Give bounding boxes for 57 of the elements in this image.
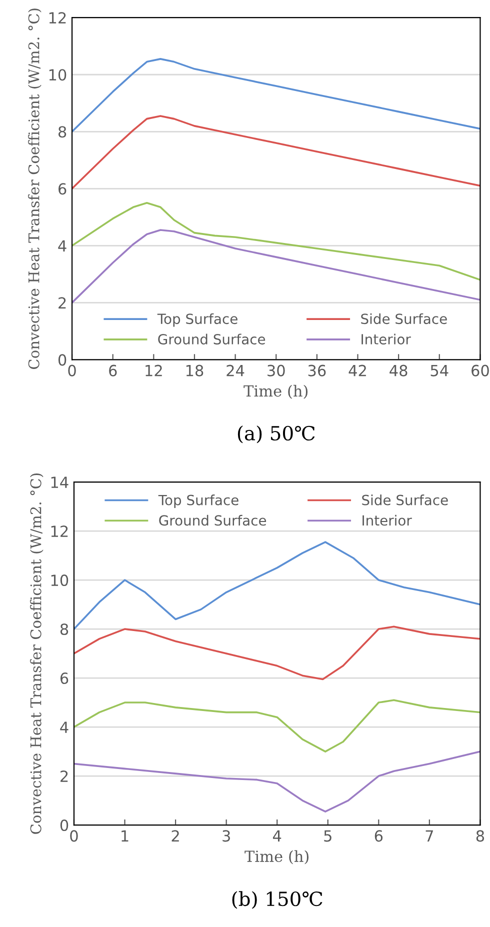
y-tick-label: 12 (51, 526, 68, 537)
legend-label: Interior (362, 334, 411, 344)
legend-label: Side Surface (361, 313, 447, 324)
y-tick-label: 6 (58, 183, 66, 195)
x-tick-label: 5 (324, 830, 332, 842)
x-tick-label: 48 (390, 364, 408, 376)
legend-label: Ground Surface (159, 514, 266, 526)
x-tick-label: 8 (476, 830, 484, 842)
y-tick-label: 2 (60, 770, 68, 782)
x-tick-label: 6 (374, 830, 383, 842)
y-axis-title: Convective Heat Transfer Coefficient (W/m2. °C) (28, 8, 42, 369)
line-series (72, 202, 480, 281)
x-tick-label: 18 (186, 364, 204, 376)
y-tick-label: 10 (49, 69, 66, 81)
x-axis-title: Time (h) (244, 850, 308, 864)
x-tick-label: 30 (268, 364, 285, 376)
legend-label: Top Surface (157, 313, 238, 327)
y-tick-label: 0 (58, 354, 66, 366)
y-tick-label: 4 (60, 722, 68, 733)
line-series (72, 115, 480, 190)
y-tick-label: 12 (49, 12, 66, 24)
x-tick-label: 2 (172, 830, 179, 842)
x-tick-label: 7 (426, 830, 433, 842)
y-tick-label: 10 (51, 574, 68, 586)
legend-label: Side Surface (362, 494, 448, 506)
legend-label: Top Surface (158, 494, 238, 508)
y-tick-label: 2 (58, 297, 66, 308)
y-tick-label: 4 (58, 240, 66, 252)
y-tick-label: 6 (60, 672, 68, 684)
y-tick-label: 8 (58, 126, 66, 138)
line-series (74, 750, 480, 812)
x-tick-label: 60 (472, 364, 489, 376)
text: (a) 50℃ (238, 426, 315, 444)
x-tick-label: 12 (146, 364, 162, 376)
legend-label: Ground Surface (158, 334, 266, 344)
line-series (72, 229, 480, 304)
x-tick-label: 36 (308, 364, 326, 376)
x-tick-label: 3 (222, 830, 230, 842)
x-axis-title: Time (h) (244, 384, 308, 399)
x-tick-label: 42 (348, 364, 366, 376)
line-series (74, 626, 480, 680)
line-series (74, 699, 480, 752)
text: (b) 150℃ (232, 891, 322, 909)
x-tick-label: 1 (122, 830, 128, 842)
x-tick-label: 0 (70, 830, 78, 842)
y-axis-title: Convective Heat Transfer Coefficient (W/m2. °C) (30, 474, 44, 834)
x-tick-label: 0 (68, 364, 76, 376)
line-series (72, 58, 480, 133)
line-series (74, 541, 480, 630)
y-tick-label: 0 (60, 819, 68, 832)
x-tick-label: 24 (226, 364, 244, 376)
x-tick-label: 4 (272, 830, 282, 842)
y-tick-label: 8 (60, 624, 68, 636)
y-tick-label: 14 (51, 476, 68, 488)
x-tick-label: 54 (430, 365, 448, 376)
legend-label: Interior (362, 514, 412, 526)
x-tick-label: 6 (109, 364, 117, 376)
